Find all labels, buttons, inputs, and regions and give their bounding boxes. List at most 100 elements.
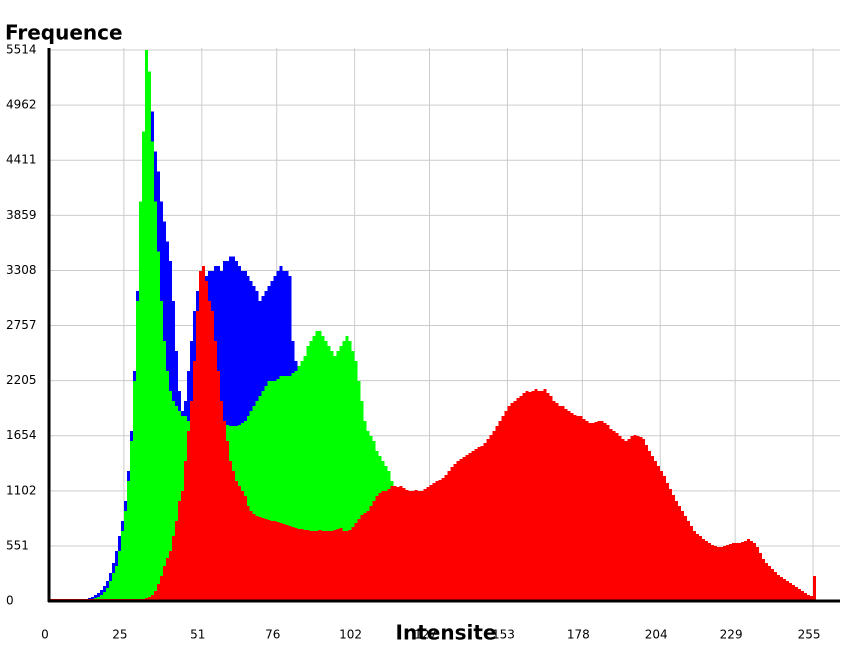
- bar: [312, 531, 316, 601]
- bar: [564, 409, 568, 601]
- bar: [762, 559, 766, 601]
- bar: [348, 341, 352, 601]
- bar: [375, 496, 379, 601]
- bar: [753, 543, 757, 601]
- bar: [600, 421, 604, 601]
- bar: [264, 519, 268, 601]
- bar: [156, 584, 160, 601]
- bar: [270, 381, 274, 601]
- bar: [546, 393, 550, 601]
- bar: [279, 523, 283, 601]
- bar: [705, 541, 709, 601]
- bar: [609, 429, 613, 601]
- bar: [396, 487, 400, 601]
- bar: [195, 311, 199, 601]
- bar: [570, 413, 574, 601]
- bar: [363, 421, 367, 601]
- bar: [603, 423, 607, 601]
- bar: [99, 595, 103, 601]
- y-tick-label: 3859: [6, 208, 37, 222]
- bar: [138, 201, 142, 602]
- bar: [273, 521, 277, 601]
- bar: [165, 371, 169, 601]
- y-tick-label: 1102: [6, 483, 37, 497]
- bar: [678, 506, 682, 601]
- bar: [693, 531, 697, 601]
- bar: [363, 513, 367, 601]
- bar: [336, 351, 340, 601]
- bar: [573, 415, 577, 601]
- bar: [282, 376, 286, 601]
- x-tick-label: 51: [190, 628, 205, 642]
- bar: [699, 536, 703, 601]
- bar: [324, 531, 328, 601]
- bar: [483, 443, 487, 601]
- bar: [513, 401, 517, 601]
- x-tick-label: 204: [645, 628, 668, 642]
- bar: [357, 381, 361, 601]
- bar: [297, 366, 301, 601]
- bar: [150, 141, 154, 602]
- bar: [309, 531, 313, 601]
- bar: [498, 421, 502, 601]
- bar: [294, 371, 298, 601]
- bar: [630, 436, 634, 601]
- bar: [147, 71, 151, 602]
- bar: [252, 406, 256, 601]
- bar: [642, 439, 646, 601]
- bar: [246, 506, 250, 601]
- bar: [453, 464, 457, 601]
- bar: [366, 511, 370, 601]
- y-tick-label: 2757: [6, 318, 37, 332]
- bar: [393, 486, 397, 601]
- bar: [558, 406, 562, 601]
- bar: [321, 531, 325, 601]
- bar: [192, 361, 196, 601]
- bar: [219, 401, 223, 601]
- bar: [390, 486, 394, 601]
- bar: [258, 396, 262, 601]
- bar: [216, 371, 220, 601]
- y-tick-label: 2205: [6, 373, 37, 387]
- bar: [555, 403, 559, 601]
- bar: [180, 491, 184, 601]
- bar: [663, 476, 667, 601]
- bar: [561, 406, 565, 601]
- bar: [291, 373, 295, 601]
- bar: [420, 491, 424, 601]
- bar: [189, 401, 193, 601]
- bar: [750, 541, 754, 601]
- bar: [351, 351, 355, 601]
- bar: [813, 576, 817, 601]
- bar: [405, 490, 409, 601]
- bar: [285, 525, 289, 601]
- bar: [759, 553, 763, 601]
- bar: [732, 543, 736, 601]
- y-tick-label: 4411: [6, 153, 37, 167]
- bar: [465, 455, 469, 601]
- bar: [408, 491, 412, 601]
- bar: [306, 530, 310, 601]
- bar: [171, 401, 175, 601]
- bar: [300, 529, 304, 601]
- bar: [462, 457, 466, 601]
- bar: [351, 527, 355, 601]
- bar: [168, 391, 172, 601]
- bar: [252, 514, 256, 601]
- bar: [144, 50, 148, 601]
- bar: [348, 530, 352, 601]
- bar: [132, 381, 136, 601]
- bar: [126, 481, 130, 601]
- bar: [339, 528, 343, 601]
- bar: [543, 389, 547, 601]
- bar: [729, 544, 733, 601]
- bar: [792, 585, 796, 601]
- bar: [261, 518, 265, 601]
- bar: [294, 528, 298, 601]
- bar: [378, 493, 382, 601]
- bar: [711, 545, 715, 601]
- bar: [105, 588, 109, 601]
- bar: [777, 575, 781, 601]
- bar: [696, 534, 700, 601]
